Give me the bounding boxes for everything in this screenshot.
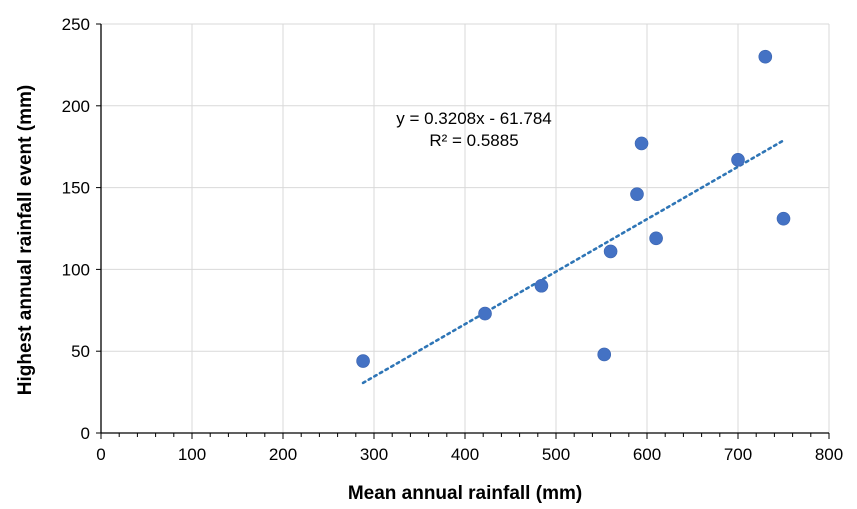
- data-point: [356, 354, 370, 368]
- x-tick-label: 600: [633, 445, 661, 464]
- y-tick-label: 0: [81, 424, 90, 443]
- trendline: [361, 139, 785, 385]
- data-point: [597, 347, 612, 362]
- tick-labels: 0 100 200 300 400 500 600 700 800 0 50 100 150 200 250: [62, 15, 844, 464]
- y-tick-label: 150: [62, 179, 90, 198]
- x-axis-title: Mean annual rainfall (mm): [348, 483, 582, 504]
- data-points: [356, 49, 791, 368]
- gridlines: [101, 23, 830, 433]
- x-tick-label: 700: [724, 445, 752, 464]
- x-tick-label: 100: [178, 445, 206, 464]
- data-point: [630, 187, 644, 201]
- axes: [96, 23, 830, 439]
- data-point: [603, 244, 618, 259]
- trendline-r-squared: R² = 0.5885: [429, 131, 518, 150]
- data-point: [649, 231, 663, 246]
- y-tick-label: 250: [62, 15, 90, 34]
- trendline-group: [361, 139, 785, 385]
- data-point: [776, 211, 791, 226]
- data-point: [758, 49, 773, 64]
- data-point: [478, 306, 492, 321]
- y-tick-label: 50: [71, 342, 90, 361]
- y-tick-label: 100: [62, 260, 90, 279]
- x-tick-label: 400: [451, 445, 479, 464]
- x-tick-label: 300: [360, 445, 388, 464]
- data-point: [731, 152, 745, 167]
- x-tick-label: 0: [96, 445, 105, 464]
- data-point: [634, 136, 649, 151]
- data-point: [534, 278, 549, 293]
- x-tick-label: 200: [269, 445, 297, 464]
- y-axis-title: Highest annual rainfall event (mm): [15, 85, 36, 395]
- x-tick-label: 800: [815, 445, 843, 464]
- x-tick-label: 500: [542, 445, 570, 464]
- y-tick-label: 200: [62, 97, 90, 116]
- trendline-equation: y = 0.3208x - 61.784: [396, 109, 551, 128]
